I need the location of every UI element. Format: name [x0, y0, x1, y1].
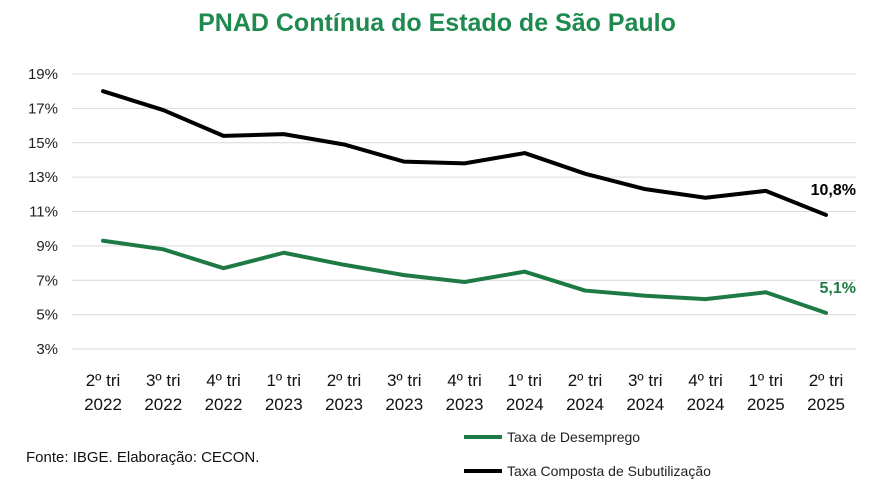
legend-entry: Taxa de Desemprego: [507, 429, 640, 445]
x-tick-label: 2º tri 2025: [807, 371, 845, 414]
end-value-label: 5,1%: [820, 280, 856, 297]
x-tick-label: 2º tri 2024: [566, 371, 604, 414]
x-tick-label: 1º tri 2025: [747, 371, 785, 414]
x-tick-label: 3º tri 2023: [385, 371, 423, 414]
x-tick-label: 1º tri 2024: [506, 371, 544, 414]
y-tick-label: 7%: [36, 272, 58, 289]
x-tick-label: 2º tri 2022: [84, 371, 122, 414]
end-value-label: 10,8%: [811, 182, 856, 199]
y-tick-label: 15%: [28, 135, 58, 152]
y-tick-label: 11%: [29, 204, 58, 221]
grid-lines: [72, 73, 856, 350]
x-axis-ticks: 2º tri 2022 3º tri 2022 4º tri 2022 1º tri 2023…: [84, 371, 845, 414]
legend-entry: Taxa Composta de Subutilização: [507, 463, 711, 479]
y-tick-label: 17%: [28, 100, 58, 117]
end-labels: 5,1% 10,8%: [811, 182, 856, 297]
x-tick-label: 4º tri 2022: [205, 371, 243, 414]
x-tick-label: 2º tri 2023: [325, 371, 363, 414]
series-line-desemprego: [101, 238, 828, 315]
x-tick-label: 1º tri 2023: [265, 371, 303, 414]
y-tick-label: 5%: [36, 307, 58, 324]
y-tick-label: 19%: [28, 66, 58, 83]
y-tick-label: 3%: [36, 341, 58, 358]
x-tick-label: 3º tri 2022: [144, 371, 182, 414]
series-lines: [101, 89, 828, 315]
chart-title: PNAD Contínua do Estado de São Paulo: [198, 9, 676, 37]
legend: Taxa de Desemprego Taxa Composta de Subut…: [464, 429, 711, 479]
source-note: Fonte: IBGE. Elaboração: CECON.: [26, 449, 259, 466]
y-tick-label: 13%: [28, 169, 58, 186]
x-tick-label: 4º tri 2024: [687, 371, 725, 414]
y-tick-label: 9%: [36, 238, 58, 255]
x-tick-label: 3º tri 2024: [626, 371, 664, 414]
series-line-subutilizacao: [101, 89, 828, 217]
x-tick-label: 4º tri 2023: [446, 371, 484, 414]
y-axis-ticks: 3% 5% 7% 9% 11% 13% 15% 17% 19%: [28, 66, 58, 358]
